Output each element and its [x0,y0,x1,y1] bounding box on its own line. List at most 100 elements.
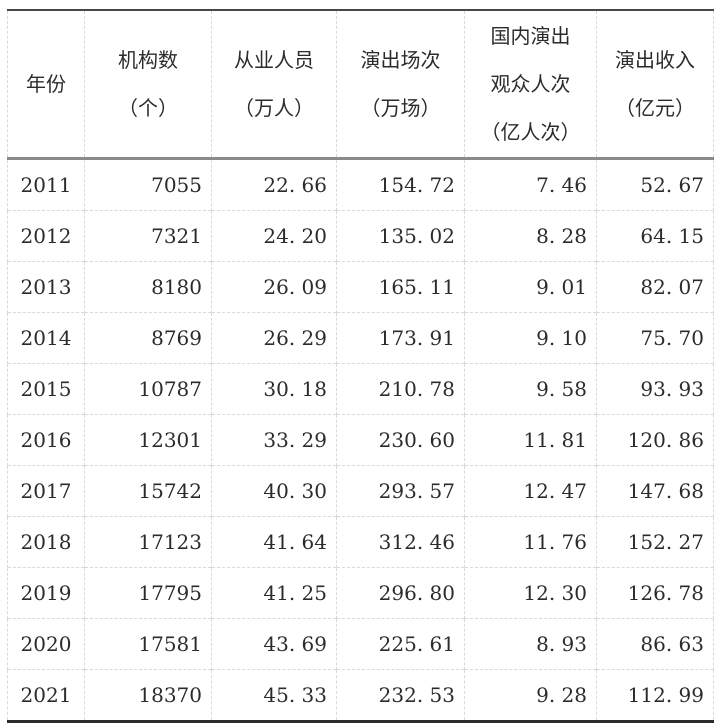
value-cell: 135. 02 [336,210,465,262]
year-cell: 2021 [7,669,85,722]
value-cell: 18370 [84,669,212,722]
value-cell: 40. 30 [211,465,337,517]
value-cell: 7055 [84,158,212,211]
column-header-line: （万场） [360,96,441,120]
column-header-line: 年份 [26,72,66,96]
year-cell: 2014 [7,312,85,364]
value-cell: 7. 46 [464,158,597,211]
year-cell: 2015 [7,363,85,415]
value-cell: 9. 28 [464,669,597,722]
value-cell: 93. 93 [596,363,714,415]
value-cell: 26. 09 [211,261,337,313]
statistics-table: 年份 机构数 （个） 从业人员 （万人） 演出场次 （万场） 国内演出观众人次 （亿人次） 演出收… [7,9,714,723]
value-cell: 30. 18 [211,363,337,415]
column-header-line: （亿人次） [480,120,581,144]
year-cell: 2011 [7,158,85,211]
year-cell: 2020 [7,618,85,670]
value-cell: 8180 [84,261,212,313]
value-cell: 9. 58 [464,363,597,415]
value-cell: 210. 78 [336,363,465,415]
table-row: 2021 18370 45. 33 232. 53 9. 28 112. 99 [7,669,714,722]
value-cell: 8. 93 [464,618,597,670]
value-cell: 22. 66 [211,158,337,211]
column-header: 机构数 （个） [84,10,212,160]
value-cell: 7321 [84,210,212,262]
value-cell: 12. 30 [464,567,597,619]
value-cell: 225. 61 [336,618,465,670]
value-cell: 230. 60 [336,414,465,466]
table-row: 2011 7055 22. 66 154. 72 7. 46 52. 67 [7,158,714,211]
value-cell: 26. 29 [211,312,337,364]
column-header: 从业人员 （万人） [211,10,337,160]
column-header-line: 演出收入 [615,48,695,72]
value-cell: 293. 57 [336,465,465,517]
column-header-line: 观众人次 [490,72,571,96]
value-cell: 312. 46 [336,516,465,568]
year-cell: 2017 [7,465,85,517]
value-cell: 126. 78 [596,567,714,619]
table-header-row: 年份 机构数 （个） 从业人员 （万人） 演出场次 （万场） 国内演出观众人次 （亿人次） 演出收… [7,10,714,160]
value-cell: 17581 [84,618,212,670]
value-cell: 9. 10 [464,312,597,364]
value-cell: 12301 [84,414,212,466]
value-cell: 45. 33 [211,669,337,722]
value-cell: 296. 80 [336,567,465,619]
year-cell: 2016 [7,414,85,466]
value-cell: 43. 69 [211,618,337,670]
value-cell: 12. 47 [464,465,597,517]
value-cell: 82. 07 [596,261,714,313]
value-cell: 17123 [84,516,212,568]
value-cell: 86. 63 [596,618,714,670]
column-header: 年份 [7,10,85,160]
value-cell: 24. 20 [211,210,337,262]
value-cell: 8. 28 [464,210,597,262]
value-cell: 41. 64 [211,516,337,568]
value-cell: 9. 01 [464,261,597,313]
value-cell: 8769 [84,312,212,364]
table-body: 2011 7055 22. 66 154. 72 7. 46 52. 67 2012 7321… [7,158,714,722]
value-cell: 52. 67 [596,158,714,211]
value-cell: 15742 [84,465,212,517]
value-cell: 173. 91 [336,312,465,364]
value-cell: 75. 70 [596,312,714,364]
table-row: 2014 8769 26. 29 173. 91 9. 10 75. 70 [7,312,714,364]
year-cell: 2013 [7,261,85,313]
column-header-line: 从业人员 [234,48,314,72]
value-cell: 10787 [84,363,212,415]
column-header-line: 演出场次 [360,48,441,72]
column-header-line: 国内演出 [490,24,571,48]
column-header-line: （万人） [234,96,314,120]
value-cell: 120. 86 [596,414,714,466]
table-row: 2013 8180 26. 09 165. 11 9. 01 82. 07 [7,261,714,313]
value-cell: 17795 [84,567,212,619]
value-cell: 154. 72 [336,158,465,211]
value-cell: 11. 81 [464,414,597,466]
value-cell: 11. 76 [464,516,597,568]
value-cell: 112. 99 [596,669,714,722]
value-cell: 165. 11 [336,261,465,313]
table-row: 2015 10787 30. 18 210. 78 9. 58 93. 93 [7,363,714,415]
table-row: 2020 17581 43. 69 225. 61 8. 93 86. 63 [7,618,714,670]
table-row: 2012 7321 24. 20 135. 02 8. 28 64. 15 [7,210,714,262]
year-cell: 2012 [7,210,85,262]
column-header: 演出收入 （亿元） [596,10,714,160]
value-cell: 41. 25 [211,567,337,619]
value-cell: 232. 53 [336,669,465,722]
table-row: 2019 17795 41. 25 296. 80 12. 30 126. 78 [7,567,714,619]
table-row: 2017 15742 40. 30 293. 57 12. 47 147. 68 [7,465,714,517]
value-cell: 64. 15 [596,210,714,262]
column-header: 国内演出观众人次 （亿人次） [464,10,597,160]
year-cell: 2018 [7,516,85,568]
column-header-line: （个） [118,96,178,120]
year-cell: 2019 [7,567,85,619]
table-row: 2016 12301 33. 29 230. 60 11. 81 120. 86 [7,414,714,466]
value-cell: 147. 68 [596,465,714,517]
table-row: 2018 17123 41. 64 312. 46 11. 76 152. 27 [7,516,714,568]
value-cell: 152. 27 [596,516,714,568]
value-cell: 33. 29 [211,414,337,466]
column-header: 演出场次 （万场） [336,10,465,160]
column-header-line: 机构数 [118,48,178,72]
table-head: 年份 机构数 （个） 从业人员 （万人） 演出场次 （万场） 国内演出观众人次 （亿人次） 演出收… [7,10,714,160]
column-header-line: （亿元） [615,96,695,120]
